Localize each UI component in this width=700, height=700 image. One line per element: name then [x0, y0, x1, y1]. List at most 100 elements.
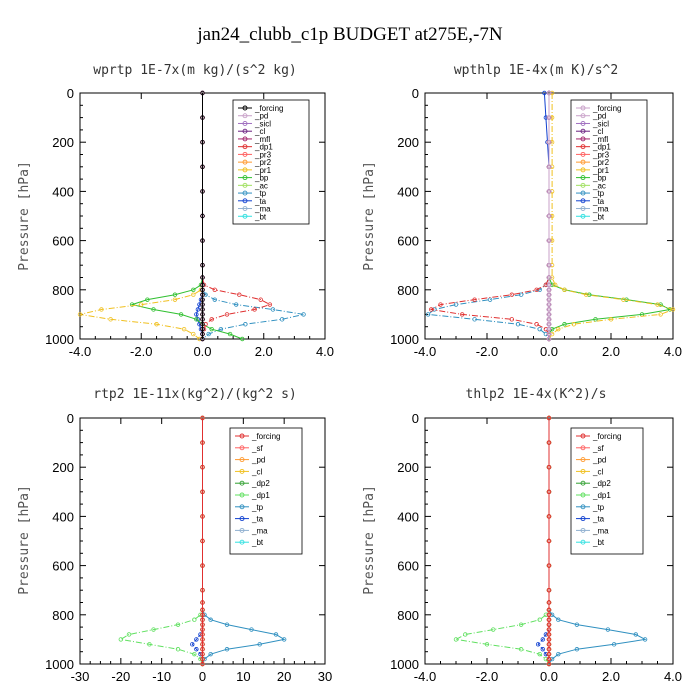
legend-marker — [580, 159, 586, 165]
data-point — [546, 275, 552, 280]
data-point — [546, 637, 552, 642]
data-point — [200, 465, 205, 470]
legend-marker — [242, 113, 248, 119]
x-tick-label: -4.0 — [414, 344, 436, 359]
data-point — [549, 275, 555, 280]
y-tick-label: 800 — [52, 608, 74, 623]
data-point — [543, 326, 549, 332]
legend-marker — [242, 144, 248, 150]
data-point — [194, 647, 199, 652]
legend-marker — [580, 492, 586, 498]
data-point — [178, 312, 184, 317]
legend-entry: _pd — [592, 456, 606, 465]
data-point — [543, 331, 549, 337]
data-point — [546, 617, 552, 622]
data-point — [546, 292, 552, 297]
data-point — [556, 326, 561, 332]
data-point — [543, 282, 549, 288]
data-point — [77, 312, 83, 317]
legend-marker — [580, 527, 586, 533]
data-point — [546, 656, 552, 662]
data-point — [200, 115, 205, 120]
legend-entry: _pr3 — [592, 150, 610, 159]
data-point — [546, 642, 552, 647]
x-tick-label: 20 — [277, 669, 291, 684]
data-point — [252, 307, 257, 312]
data-point — [200, 287, 205, 292]
legend-marker — [580, 213, 586, 219]
legend-marker — [580, 516, 586, 522]
data-point — [546, 263, 552, 268]
legend-marker — [239, 516, 245, 522]
data-point — [224, 622, 230, 627]
y-tick-label: 200 — [52, 460, 74, 475]
data-point — [212, 297, 217, 302]
data-point — [546, 287, 552, 292]
legend-marker — [580, 468, 586, 474]
data-point — [200, 307, 205, 312]
data-point — [154, 322, 159, 327]
figure-title: jan24_clubb_c1p BUDGET at275E,-7N — [196, 24, 502, 45]
legend-entry: _forcing — [254, 104, 283, 113]
data-point — [301, 312, 306, 317]
data-point — [549, 90, 555, 96]
legend-entry: _tp — [592, 503, 605, 512]
legend-marker — [239, 492, 245, 498]
panel-title: wprtp 1E-7x(m kg)/(s^2 kg) — [93, 63, 297, 78]
data-point — [425, 312, 431, 317]
data-point — [537, 651, 542, 657]
data-point — [518, 647, 524, 652]
data-point — [534, 322, 539, 327]
series-line-dp1 — [454, 418, 550, 665]
data-point — [258, 297, 263, 302]
data-point — [209, 317, 214, 322]
panel-rtp2: rtp2 1E-11x(kg^2)/(kg^2 s) Pressure [hPa… — [17, 387, 332, 684]
legend-marker — [242, 198, 248, 204]
legend-entry: _ta — [251, 515, 264, 524]
legend-marker — [239, 468, 245, 474]
legend-entry: _ac — [592, 181, 606, 190]
x-tick-label: 30 — [318, 669, 332, 684]
data-point — [549, 656, 555, 662]
data-point — [172, 297, 178, 302]
data-point — [197, 336, 202, 342]
y-axis-label: Pressure [hPa] — [362, 485, 377, 595]
data-point — [200, 275, 205, 280]
data-point — [518, 622, 524, 627]
x-tick-label: -4.0 — [69, 344, 91, 359]
legend-entry: _ta — [592, 197, 605, 206]
data-point — [562, 287, 567, 292]
legend-box — [229, 427, 303, 555]
data-point — [224, 312, 230, 317]
y-tick-label: 0 — [412, 411, 419, 426]
legend-entry: _pr2 — [254, 158, 272, 167]
data-point — [240, 336, 245, 342]
y-tick-label: 800 — [397, 608, 419, 623]
panel-title: rtp2 1E-11x(kg^2)/(kg^2 s) — [93, 387, 297, 402]
data-point — [546, 115, 552, 120]
data-point — [192, 651, 197, 657]
legend-marker — [580, 121, 586, 126]
x-tick-label: 0.0 — [193, 344, 211, 359]
data-point — [549, 263, 555, 268]
data-point — [194, 312, 199, 317]
y-tick-label: 600 — [397, 559, 419, 574]
data-point — [546, 322, 552, 327]
legend-marker — [580, 182, 586, 188]
data-point — [190, 642, 195, 647]
y-tick-label: 0 — [412, 86, 419, 101]
legend-marker — [242, 136, 248, 142]
legend-entry: _pr3 — [254, 150, 272, 159]
legend-marker — [242, 206, 248, 211]
data-point — [549, 139, 555, 145]
data-point — [655, 302, 660, 307]
data-point — [200, 189, 205, 194]
data-point — [571, 322, 576, 327]
data-point — [546, 600, 552, 605]
data-point — [546, 164, 552, 169]
data-point — [574, 622, 580, 627]
data-point — [200, 612, 205, 617]
x-tick-label: 2.0 — [602, 669, 620, 684]
data-point — [200, 90, 205, 96]
data-point — [200, 661, 205, 667]
